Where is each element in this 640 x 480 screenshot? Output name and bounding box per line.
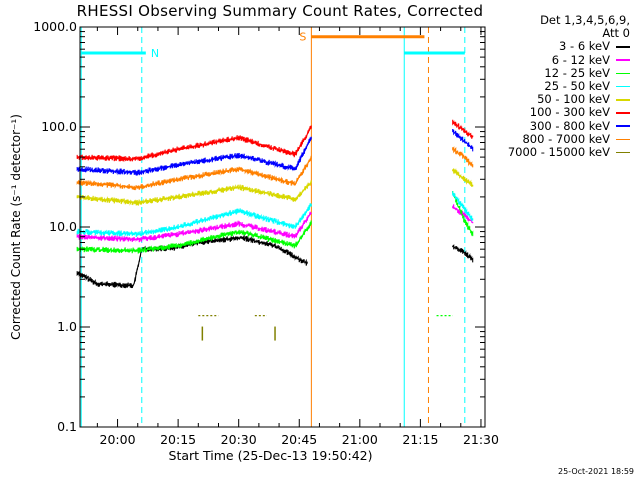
x-tick-label: 20:30 (221, 432, 257, 447)
series-line-6-12-kev-0 (76, 211, 312, 243)
event-lines (80, 27, 466, 427)
x-tick-label: 21:30 (463, 432, 499, 447)
series-lines (76, 119, 474, 341)
legend-attenuator: Att 0 (602, 26, 630, 41)
series-line-800-7000-kev-0 (76, 155, 312, 191)
legend-label: 800 - 7000 keV (522, 131, 610, 146)
series-line-300-800-kev-1 (452, 129, 474, 152)
y-tick-label: 1000.0 (33, 19, 77, 34)
plot-frame (79, 26, 486, 428)
legend-label: 7000 - 15000 keV (507, 145, 610, 160)
series-line-100-300-kev-1 (452, 119, 474, 139)
legend-swatch (616, 99, 630, 101)
legend-item-100-300-kev: 100 - 300 keV (508, 106, 630, 119)
legend-item-50-100-kev: 50 - 100 keV (508, 93, 630, 106)
legend-item-7000-15000-kev: 7000 - 15000 keV (507, 145, 630, 160)
x-tick-label: 20:45 (281, 432, 317, 447)
flag-bars: NS (81, 31, 465, 60)
series-line-50-100-kev-0 (76, 180, 312, 206)
flag-label-n: N (151, 47, 159, 60)
x-tick-label: 21:00 (342, 432, 378, 447)
legend-label: 50 - 100 keV (537, 92, 610, 107)
y-tick-label: 10.0 (49, 219, 77, 234)
legend-item-3-6-kev: 3 - 6 keV (508, 40, 630, 53)
series-line-12-25-kev-0 (76, 220, 312, 254)
legend-item-300-800-kev: 300 - 800 keV (508, 118, 630, 133)
legend-item-6-12-kev: 6 - 12 keV (508, 52, 630, 67)
axes: 0.1 1.0 10.0 100.0 1000.0 20:00 20:15 20:30 20:4… (9, 19, 499, 463)
legend-item-25-50-kev: 25 - 50 keV (508, 79, 630, 94)
y-tick-label: 100.0 (41, 119, 77, 134)
legend-swatch (616, 85, 630, 88)
series-line-6-12-kev-1 (452, 204, 474, 224)
legend-label: 12 - 25 keV (544, 65, 610, 80)
series-line-800-7000-kev-1 (452, 146, 474, 168)
y-axis-label: Corrected Count Rate (s⁻¹ detector⁻¹) (9, 114, 23, 340)
legend-label: 3 - 6 keV (559, 39, 610, 54)
series-line-25-50-kev-1 (452, 191, 474, 221)
timestamp: 25-Oct-2021 18:59 (558, 467, 634, 476)
chart-title: RHESSI Observing Summary Count Rates, Co… (76, 2, 484, 20)
x-tick-label: 20:15 (160, 432, 196, 447)
legend-label: 300 - 800 keV (529, 118, 610, 133)
series-line-12-25-kev-1 (452, 191, 474, 237)
legend-swatch (616, 112, 630, 114)
x-tick-label: 20:00 (100, 432, 136, 447)
x-axis-label: Start Time (25-Dec-13 19:50:42) (169, 448, 373, 463)
series-line-100-300-kev-0 (76, 125, 312, 163)
series-line-50-100-kev-1 (452, 168, 474, 187)
legend-swatch (616, 151, 630, 154)
series-line-25-50-kev-0 (76, 203, 312, 238)
legend-label: 6 - 12 keV (551, 52, 610, 67)
legend-item-12-25-kev: 12 - 25 keV (508, 65, 630, 80)
y-tick-label: 0.1 (57, 419, 77, 434)
legend-swatch (616, 138, 630, 141)
x-tick-label: 21:15 (402, 432, 438, 447)
legend-label: 100 - 300 keV (529, 105, 610, 120)
y-tick-label: 1.0 (57, 319, 77, 334)
legend-label: 25 - 50 keV (544, 79, 610, 94)
legend: Det 1,3,4,5,6,9, Att 0 3 - 6 keV 6 - 12 k… (507, 13, 630, 160)
legend-item-800-7000-kev: 800 - 7000 keV (508, 131, 630, 146)
legend-swatch (616, 125, 630, 127)
legend-swatch (616, 46, 630, 48)
legend-swatch (616, 72, 630, 75)
legend-swatch (616, 59, 630, 61)
flag-label-s: S (299, 31, 306, 44)
legend-detectors: Det 1,3,4,5,6,9, (540, 13, 630, 27)
series-line-3-6-kev-1 (452, 244, 474, 263)
series-line-300-800-kev-0 (76, 136, 312, 176)
